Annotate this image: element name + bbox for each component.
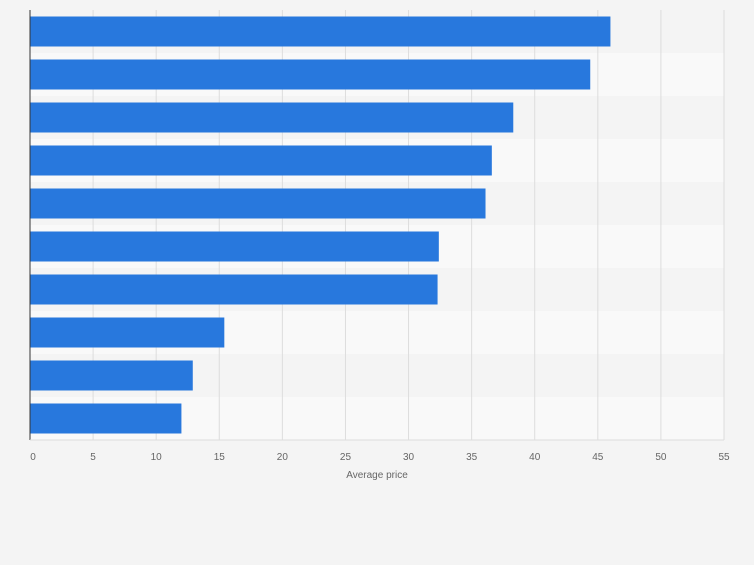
x-tick-label: 35 xyxy=(466,452,478,463)
bar xyxy=(30,188,486,219)
x-tick-label: 50 xyxy=(655,452,667,463)
x-tick-label: 55 xyxy=(718,452,730,463)
bar xyxy=(30,317,225,348)
x-axis xyxy=(29,10,724,441)
bar xyxy=(30,403,182,434)
bar xyxy=(30,145,492,176)
x-tick-label: 0 xyxy=(30,452,36,463)
x-tick-label: 30 xyxy=(403,452,415,463)
x-tick-label: 20 xyxy=(277,452,289,463)
bar xyxy=(30,102,514,133)
bar xyxy=(30,274,438,305)
x-axis-label: Average price xyxy=(346,470,408,481)
x-tick-label: 40 xyxy=(529,452,541,463)
x-tick-label: 25 xyxy=(340,452,352,463)
x-tick-label: 45 xyxy=(592,452,604,463)
x-tick-labels: 0 5 10 15 20 25 30 35 40 45 50 55 xyxy=(30,452,730,463)
bar xyxy=(30,360,193,391)
x-tick-label: 15 xyxy=(214,452,226,463)
bar xyxy=(30,16,611,47)
bars xyxy=(30,16,611,434)
x-tick-label: 10 xyxy=(151,452,163,463)
bar xyxy=(30,231,439,262)
bar xyxy=(30,59,591,90)
x-tick-label: 5 xyxy=(90,452,96,463)
